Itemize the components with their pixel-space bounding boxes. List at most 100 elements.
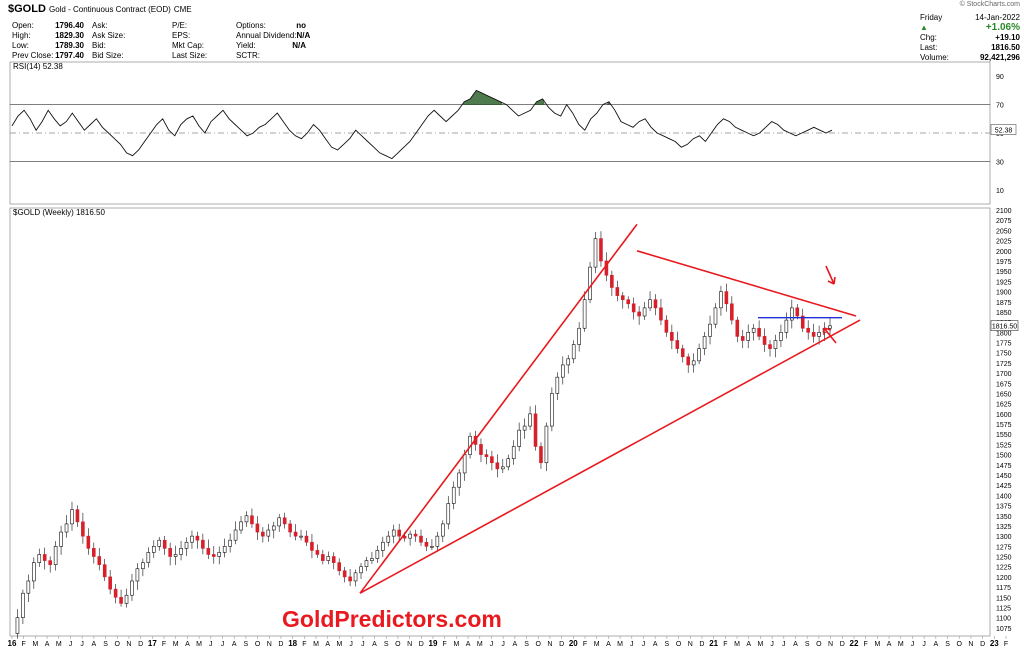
- col3-label: P/E:: [172, 21, 188, 30]
- x-axis-label: S: [103, 641, 108, 648]
- candle-down: [293, 531, 298, 537]
- x-axis-label: S: [384, 641, 389, 648]
- candle-up: [522, 425, 527, 431]
- last-price-label: 1816.50: [992, 324, 1017, 331]
- col3-label: EPS:: [172, 31, 191, 40]
- x-axis-label: N: [828, 641, 833, 648]
- right-value: +19.10: [995, 33, 1020, 42]
- x-axis-label: 20: [569, 639, 578, 648]
- price-tick-label: 1875: [996, 300, 1012, 307]
- x-axis-label: M: [173, 641, 179, 648]
- candle-down: [653, 299, 658, 309]
- candle-up: [773, 340, 778, 349]
- col4-row: SCTR:: [236, 51, 306, 61]
- price-tick-label: 1900: [996, 290, 1012, 297]
- x-axis-label: F: [1004, 641, 1008, 648]
- candle-down: [304, 535, 309, 543]
- right-value: 1816.50: [991, 43, 1020, 52]
- rsi-tick-label: 10: [996, 188, 1004, 195]
- x-axis-label: M: [758, 641, 764, 648]
- candle-up: [560, 364, 565, 378]
- col4-row: Yield: N/A: [236, 41, 306, 51]
- candle-up: [157, 539, 162, 547]
- candle-down: [250, 515, 254, 525]
- candle-up: [146, 552, 151, 563]
- x-axis-label: N: [968, 641, 973, 648]
- x-axis-label: M: [477, 641, 483, 648]
- candle-down: [261, 531, 265, 537]
- right-label: Volume:: [920, 53, 949, 62]
- candle-up: [59, 531, 63, 547]
- candle-down: [637, 311, 641, 317]
- candle-up: [124, 594, 129, 604]
- candle-up: [408, 533, 412, 539]
- price-tick-label: 2100: [996, 208, 1012, 215]
- candle-up: [375, 550, 380, 559]
- candle-down: [108, 576, 112, 590]
- x-axis-label: J: [490, 641, 494, 648]
- col1-value: 1796.40: [55, 21, 84, 30]
- x-axis-label: A: [45, 641, 50, 648]
- candle-up: [697, 348, 701, 362]
- price-tick-label: 1525: [996, 442, 1012, 449]
- price-tick-label: 1200: [996, 575, 1012, 582]
- x-axis-label: F: [864, 641, 868, 648]
- right-label: Chg:: [920, 33, 937, 42]
- x-axis-label: A: [746, 641, 751, 648]
- price-tick-label: 1400: [996, 493, 1012, 500]
- col4-row: Annual Dividend: N/A: [236, 31, 310, 41]
- candle-up: [708, 323, 712, 337]
- x-axis-label: J: [69, 641, 73, 648]
- x-axis-label: N: [688, 641, 693, 648]
- candle-down: [680, 348, 685, 358]
- watermark: GoldPredictors.com: [282, 606, 502, 632]
- col2-label: Bid Size:: [92, 51, 124, 60]
- candle-up: [779, 332, 783, 341]
- candle-down: [664, 319, 669, 333]
- x-axis-label: A: [793, 641, 798, 648]
- col3-label: Last Size:: [172, 51, 208, 60]
- candle-down: [119, 596, 123, 604]
- candle-down: [195, 535, 200, 541]
- candle-up: [26, 580, 31, 594]
- candle-down: [75, 509, 80, 523]
- candle-up: [577, 327, 581, 345]
- change-percent: +1.06%: [985, 22, 1020, 33]
- candle-up: [582, 299, 587, 329]
- candle-up: [32, 562, 36, 582]
- x-axis-label: M: [594, 641, 600, 648]
- x-axis-label: O: [255, 641, 261, 648]
- price-tick-label: 1575: [996, 422, 1012, 429]
- col1-label: High:: [12, 31, 31, 40]
- price-tick-label: 1475: [996, 463, 1012, 470]
- candle-down: [686, 356, 691, 366]
- col1-row: High: 1829.30: [12, 31, 84, 41]
- x-axis-label: D: [419, 641, 424, 648]
- col1-value: 1829.30: [55, 31, 84, 40]
- x-axis-label: 18: [288, 639, 297, 648]
- candle-up: [457, 472, 461, 488]
- candle-up: [130, 580, 134, 596]
- candle-down: [610, 274, 614, 288]
- price-tick-label: 1800: [996, 330, 1012, 337]
- col2-row: Bid Size:: [92, 51, 164, 61]
- candle-up: [642, 307, 647, 317]
- x-axis-label: M: [734, 641, 740, 648]
- x-axis-label: M: [313, 641, 319, 648]
- candle-up: [179, 548, 183, 555]
- candle-up: [277, 517, 282, 527]
- exchange: CME: [173, 5, 192, 14]
- col1-row: Prev Close: 1797.40: [12, 51, 84, 61]
- quote-col-3: P/E: EPS: Mkt Cap: Last Size:: [172, 21, 232, 61]
- col3-row: Mkt Cap:: [172, 41, 232, 51]
- price-tick-label: 1100: [996, 616, 1011, 623]
- x-axis-label: F: [583, 641, 587, 648]
- candle-down: [331, 556, 336, 563]
- candle-up: [21, 592, 25, 618]
- candle-down: [670, 332, 674, 341]
- col2-label: Bid:: [92, 41, 106, 50]
- x-axis-label: J: [501, 641, 505, 648]
- price-tick-label: 1950: [996, 269, 1012, 276]
- x-axis-label: J: [922, 641, 926, 648]
- candle-down: [48, 560, 52, 565]
